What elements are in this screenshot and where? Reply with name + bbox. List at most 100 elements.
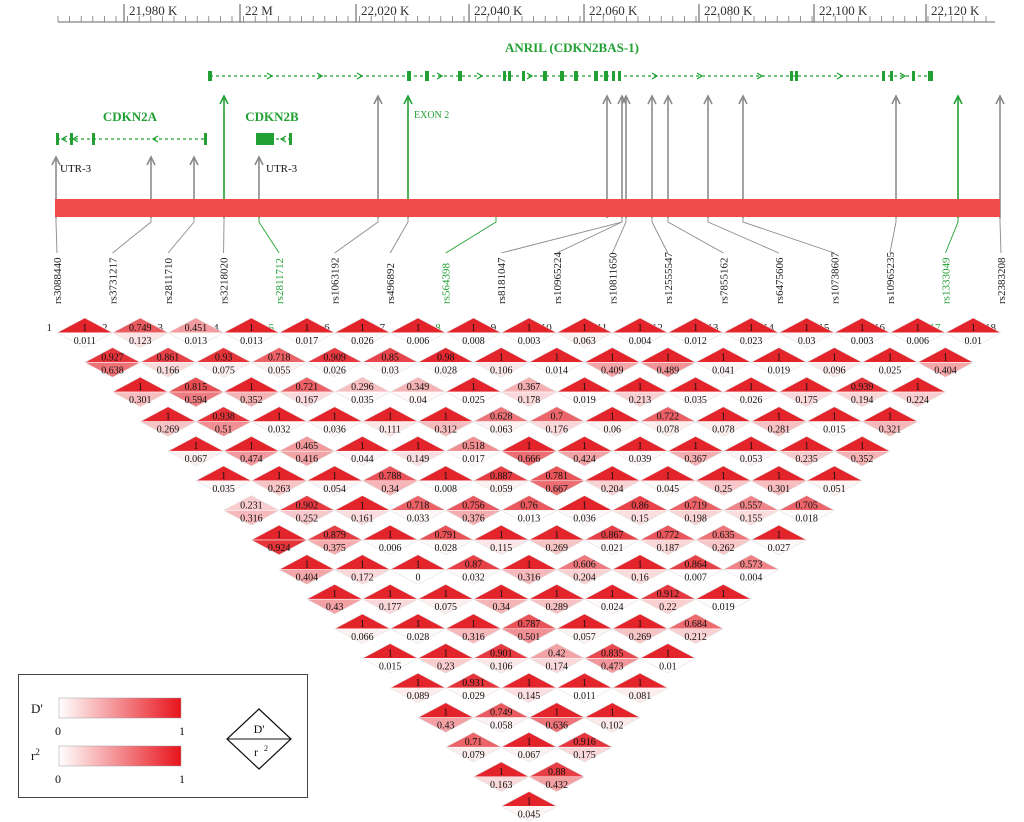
ld-cell-outline (195, 465, 252, 496)
legend-key-top: D' (254, 722, 265, 736)
ld-r2-value: 0.667 (546, 484, 569, 495)
arrowhead-icon (219, 94, 229, 105)
ld-r2-value: 0.409 (601, 365, 624, 376)
ld-d-value: 0.772 (657, 530, 680, 541)
ld-d-value: 1 (554, 589, 559, 600)
ld-cell-outline (445, 376, 502, 408)
ld-cell-outline (223, 436, 280, 467)
ld-d-value: 0.76 (520, 500, 538, 511)
ld-r2-value: 0.177 (379, 602, 402, 613)
ld-d-value: 0.722 (657, 412, 680, 423)
snp-name: rs2811710 (163, 257, 175, 304)
ld-cell-outline (167, 376, 225, 408)
ld-cell-outline (306, 406, 363, 437)
ld-d-value: 0.87 (465, 560, 483, 571)
ld-d-value: 0.939 (851, 382, 874, 393)
ld-d-value: 0.85 (381, 352, 399, 363)
gene-exon (522, 71, 525, 81)
ld-r2-value: 0.045 (518, 809, 541, 820)
ld-cell-outline (584, 347, 641, 378)
ld-cell-outline (639, 524, 697, 556)
ld-cell-outline (611, 554, 669, 585)
arrowhead-icon (51, 155, 61, 166)
ld-d-value: 1 (304, 560, 309, 571)
ld-r2-value: 0.058 (490, 721, 513, 732)
snp-connector-line (667, 217, 724, 254)
snp-name: rs564398 (441, 263, 453, 304)
ld-r2-value: 0.145 (518, 691, 541, 702)
ld-d-value: 1 (776, 412, 781, 423)
ld-cell-outline (750, 406, 808, 437)
snp-name: rs10738607 (829, 252, 841, 304)
ld-r2-value: 0.174 (546, 661, 569, 672)
cdkn2b-label: CDKN2B (245, 109, 299, 124)
ld-cell-outline (695, 465, 752, 496)
ld-r2-value: 0.106 (490, 365, 513, 376)
ld-r2-value: 0.015 (823, 425, 846, 436)
snp-index: 3 (158, 322, 164, 334)
ld-d-value: 0.684 (684, 619, 707, 630)
ld-cell-outline (417, 347, 474, 378)
ld-r2-value: 0.051 (823, 484, 846, 495)
arrowhead-icon (403, 94, 413, 105)
gene-exon (912, 71, 915, 81)
ld-r2-value: 0.024 (601, 602, 624, 613)
ld-r2-value: 0.075 (212, 365, 235, 376)
ld-d-value: 1 (360, 441, 365, 452)
ld-cell-outline (500, 732, 558, 763)
ld-cell-outline (611, 672, 669, 704)
arrowhead-icon (663, 94, 673, 105)
snp-connector-line (258, 217, 280, 254)
ld-cell-outline (250, 347, 308, 378)
ld-d-value: 1 (582, 323, 587, 334)
ld-r2-value: 0.178 (518, 395, 541, 406)
ld-cell-outline (778, 376, 835, 408)
ld-d-value: 1 (582, 382, 587, 393)
gene-exon (503, 71, 506, 81)
ld-d-value: 1 (499, 352, 504, 363)
ld-cell-outline (473, 643, 530, 674)
ld-r2-value: 0.269 (157, 425, 180, 436)
snp-index: 8 (435, 322, 441, 334)
ld-r2-value: 0.004 (629, 336, 652, 347)
ld-cell-outline (112, 317, 169, 348)
ld-cell-outline (112, 376, 169, 408)
ld-d-value: 0.705 (795, 500, 818, 511)
ld-d-value: 1 (860, 323, 865, 334)
snp-connector-line (112, 217, 152, 254)
ld-cell-outline (611, 613, 669, 644)
gene-exon (289, 133, 292, 145)
ld-d-value: 0.879 (323, 530, 346, 541)
ruler-tick-label: 22,040 K (474, 3, 523, 18)
ld-r2-value: 0.013 (185, 336, 208, 347)
ld-r2-value: 0 (415, 573, 420, 584)
ld-cell-outline (584, 524, 641, 556)
ruler-tick-label: 22,020 K (361, 3, 410, 18)
strand-arrow-icon (899, 72, 907, 80)
ld-d-value: 0.451 (185, 323, 208, 334)
ld-cell-outline (889, 376, 946, 408)
ld-d-value: 0.296 (351, 382, 374, 393)
ld-d-value: 0.367 (518, 382, 541, 393)
ld-r2-value: 0.036 (323, 425, 346, 436)
strand-arrow-icon (151, 135, 159, 143)
ld-d-value: 0.887 (490, 471, 513, 482)
ld-cell-outline (278, 376, 336, 408)
ld-r2-value: 0.289 (546, 602, 569, 613)
ld-d-value: 0.721 (296, 382, 319, 393)
ld-cell-outline (667, 376, 724, 408)
ld-r2-value: 0.01 (659, 661, 677, 672)
ld-cell-outline (334, 495, 391, 526)
legend-d-min: 0 (55, 724, 61, 738)
ld-r2-value: 0.316 (240, 513, 263, 524)
ld-cell-outline (306, 347, 363, 378)
ld-d-value: 1 (554, 352, 559, 363)
ld-d-value: 1 (638, 441, 643, 452)
ld-cell-outline (195, 406, 252, 437)
ld-r2-value: 0.039 (629, 454, 652, 465)
strand-arrow-icon (436, 72, 444, 80)
ld-d-value: 1 (554, 708, 559, 719)
snp-index: 2 (102, 322, 108, 334)
ld-d-value: 0.231 (240, 500, 263, 511)
ld-r2-value: 0.054 (323, 484, 346, 495)
